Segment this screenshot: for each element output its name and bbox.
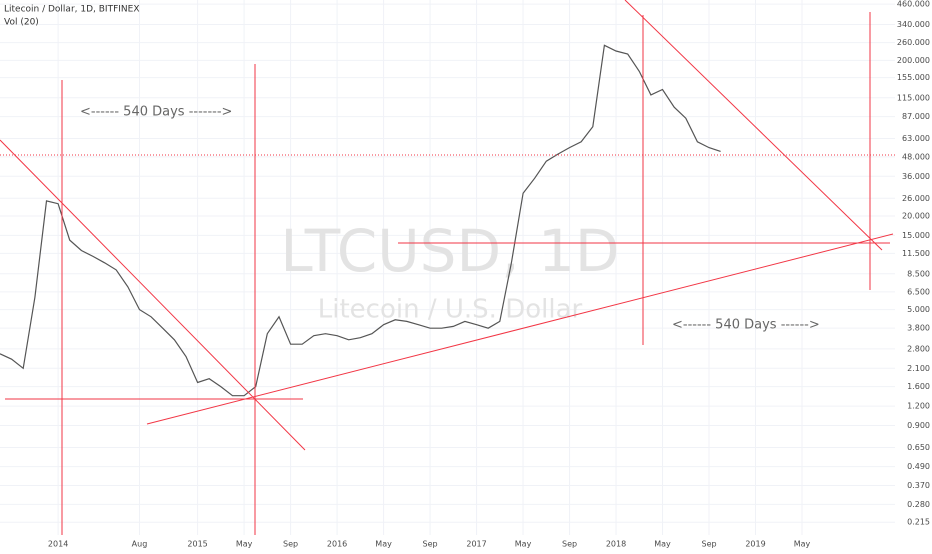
x-tick-label: Sep (283, 540, 298, 549)
y-tick-label: 26.000 (902, 194, 930, 203)
y-tick-label: 11.500 (902, 249, 930, 258)
x-tick-label: May (794, 540, 811, 549)
y-tick-label: 87.000 (902, 112, 930, 121)
y-tick-label: 0.370 (907, 481, 930, 490)
x-tick-label: May (654, 540, 671, 549)
y-tick-label: 8.500 (907, 269, 930, 278)
y-tick-label: 0.490 (907, 462, 930, 471)
y-tick-label: 0.215 (907, 518, 930, 527)
y-tick-label: 1.200 (907, 402, 930, 411)
x-tick-label: Aug (132, 540, 148, 549)
y-tick-label: 1.600 (907, 382, 930, 391)
x-tick-label: 2017 (466, 540, 486, 549)
y-tick-label: 260.000 (897, 38, 930, 47)
chart-title: Litecoin / Dollar, 1D, BITFINEX (4, 5, 140, 15)
y-tick-label: 0.280 (907, 500, 930, 509)
y-tick-label: 48.000 (902, 152, 930, 161)
x-tick-label: Sep (423, 540, 438, 549)
trend-line (0, 139, 306, 451)
y-tick-label: 20.000 (902, 211, 930, 220)
annotation: <------ 540 Days ------> (672, 318, 820, 333)
y-tick-label: 36.000 (902, 172, 930, 181)
watermark-symbol: LTCUSD, 1D (280, 217, 619, 285)
y-tick-label: 63.000 (902, 134, 930, 143)
annotation: <------ 540 Days -------> (80, 105, 232, 120)
y-tick-label: 0.900 (907, 421, 930, 430)
y-tick-label: 155.000 (897, 73, 930, 82)
y-tick-label: 2.800 (907, 344, 930, 353)
y-tick-label: 5.000 (907, 305, 930, 314)
x-tick-label: May (375, 540, 392, 549)
y-tick-label: 6.500 (907, 287, 930, 296)
y-tick-label: 115.000 (897, 93, 930, 102)
watermark-name: Litecoin / U.S. Dollar (318, 295, 583, 325)
x-tick-label: Sep (562, 540, 577, 549)
x-tick-label: 2015 (187, 540, 207, 549)
y-tick-label: 0.650 (907, 443, 930, 452)
y-tick-label: 3.800 (907, 324, 930, 333)
x-tick-label: 2016 (327, 540, 347, 549)
trend-line (624, 0, 883, 251)
y-tick-label: 460.000 (897, 0, 930, 9)
x-tick-label: 2014 (48, 540, 68, 549)
x-tick-label: Sep (701, 540, 716, 549)
x-tick-label: May (515, 540, 532, 549)
x-tick-label: 2018 (606, 540, 626, 549)
y-tick-label: 340.000 (897, 20, 930, 29)
x-tick-label: 2019 (745, 540, 765, 549)
y-tick-label: 2.100 (907, 364, 930, 373)
trend-line (146, 233, 894, 425)
y-tick-label: 200.000 (897, 56, 930, 65)
x-tick-label: May (236, 540, 253, 549)
indicator-label: Vol (20) (4, 18, 39, 28)
y-tick-label: 15.000 (902, 231, 930, 240)
price-line (0, 44, 721, 397)
